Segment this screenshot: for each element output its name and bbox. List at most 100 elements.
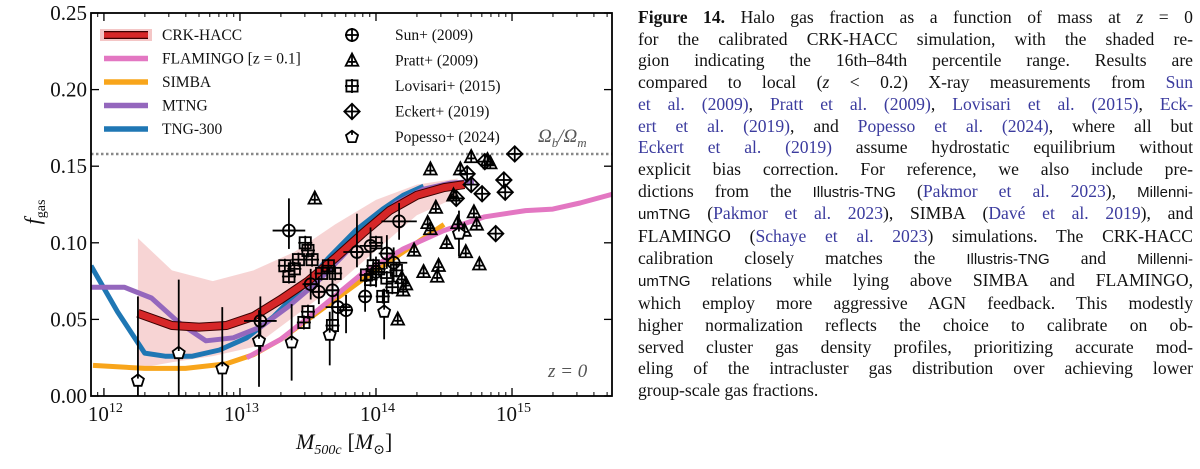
marker-diamond-plus [496,183,515,202]
caption-line: calibration closely matches the Illustri… [638,248,1193,271]
legend-label: MTNG [162,98,208,115]
marker-circle-plus [281,223,296,238]
caption-text: FLAMINGO [1095,270,1189,291]
caption-text: , [1138,93,1160,114]
data-point-pratt-2009 [468,215,485,231]
citation-link[interactable]: Popesso et al. (2024) [857,115,1049,136]
caption-text: served cluster gas density profiles, pri… [638,336,1193,357]
marker-pentagon [284,334,299,349]
marker-pentagon [322,327,337,341]
figure-panel: 1012 1013 1014 1015 0.00 0.05 0.10 0.15 0.20 0.25… [20,1,613,458]
marker-circle-plus [386,255,401,270]
data-point-eckert-2019 [462,175,481,194]
data-point-eckert-2019 [496,183,515,202]
data-point-lovisari-2015 [375,289,390,304]
marker-triangle-plus [438,233,455,249]
y-tick-label: 0.00 [50,384,87,408]
data-point-popesso-2024 [451,210,467,257]
legend-marker-pentagon [344,129,360,144]
y-tick-label: 0.20 [50,78,87,102]
caption-text: umTNG [638,273,691,291]
citation-link[interactable]: Pakmor et al. 2023 [713,203,883,224]
gas-fraction-chart: 1012 1013 1014 10150.000.050.100.150.200.25… [20,1,613,458]
caption-text: which employ more aggressive AGN feedbac… [638,293,1193,314]
y-tick-label: 0.10 [50,231,87,255]
caption-text: compared to local ( [638,72,823,93]
x-tick-label: 1014 [360,401,395,426]
citation-link[interactable]: Lovisari et al. (2015) [952,93,1139,114]
legend-item-model: FLAMINGO [z = 0.1] [104,51,301,68]
legend-item-observation: Lovisari+ (2015) [345,78,501,95]
data-point-sun-2009 [325,267,340,321]
x-tick-exponent: 15 [517,401,531,416]
citation-link[interactable]: Eck- [1159,93,1194,114]
marker-square-plus [300,243,315,258]
marker-triangle-plus [463,148,479,164]
caption-text: ( [965,203,989,224]
data-point-lovisari-2015 [300,304,315,319]
caption-line: et al. (2009), Pratt et al. (2009), Lovi… [638,94,1193,116]
citation-link[interactable]: Eckert et al. (2019) [638,137,832,158]
marker-diamond-plus [486,224,505,243]
marker-square-plus [300,304,315,319]
legend-item-model: SIMBA [104,74,212,91]
caption-line: gion indicating the 16th–84th percentile… [638,50,1193,72]
data-point-pratt-2009 [422,160,439,176]
citation-link[interactable]: Sun [1165,72,1193,93]
data-point-eckert-2019 [447,189,466,208]
legend-marker-square-plus [345,79,359,93]
citation-link[interactable]: Pakmor et al. 2023 [922,180,1106,201]
y-tick-label: 0.05 [50,307,87,331]
caption-line: Figure 14. Halo gas fraction as a functi… [638,7,1193,29]
caption-text: eling of the intracluster gas distributi… [638,358,1193,379]
citation-link[interactable]: Schaye et al. 2023 [755,226,928,247]
marker-square-plus [371,261,386,276]
caption-text: dictions from the [638,180,813,201]
caption-text: CRK-HACC [806,28,898,49]
figure-label: Figure 14. [638,7,741,27]
citation-link[interactable]: et al. (2009) [638,93,749,114]
marker-square-plus [298,235,313,250]
marker-circle-plus [325,283,340,298]
caption-text: ), and [1140,203,1194,224]
y-axis-label: fgas [20,200,49,225]
caption-text: umTNG [638,206,691,224]
legend-label: CRK-HACC [162,27,242,44]
data-point-pratt-2009 [430,256,447,272]
caption-line: compared to local (z < 0.2) X-ray measur… [638,72,1193,94]
legend-item-model: CRK-HACC [100,27,242,44]
marker-circle-plus [330,300,345,315]
caption-text: Illustris-TNG [966,250,1050,268]
marker-circle-plus [358,289,373,304]
legend-label: TNG-300 [162,121,223,138]
caption-text: ), [883,203,910,224]
data-point-sun-2009 [310,276,328,305]
marker-diamond-plus [475,152,494,171]
x-tick-exponent: 14 [381,401,395,416]
data-point-pratt-2009 [457,243,474,259]
citation-link[interactable]: Davé et al. 2019 [988,203,1141,224]
marker-triangle-plus [430,256,447,272]
caption-text: simulation, with the shaded re- [897,28,1193,49]
legend-item-observation: Pratt+ (2009) [344,51,478,70]
data-point-lovisari-2015 [363,272,378,287]
caption-line: explicit bias correction. For reference,… [638,159,1193,181]
legend-marker-circle-plus [345,28,359,42]
marker-diamond-plus [505,144,524,163]
marker-triangle-plus [428,198,444,214]
data-point-lovisari-2015 [287,261,302,276]
data-point-lovisari-2015 [371,261,386,276]
x-tick-label: 1012 [88,401,123,426]
plot-frame [90,12,613,397]
marker-diamond-plus [447,189,466,208]
caption-text: for the calibrated [638,28,807,49]
caption-line: Eckert et al. (2019) assume hydrostatic … [638,137,1193,159]
caption-text: Halo gas fraction as a function of mass … [740,7,1137,27]
citation-link[interactable]: ert et al. (2019) [638,115,791,136]
caption-line: FLAMINGO (Schaye et al. 2023) simulation… [638,226,1193,248]
data-point-pratt-2009 [389,310,406,326]
citation-link[interactable]: Pratt et al. (2009) [770,93,931,114]
marker-square-plus [314,266,329,281]
marker-pentagon [451,226,467,240]
caption-text: relations while lying above [690,270,973,291]
